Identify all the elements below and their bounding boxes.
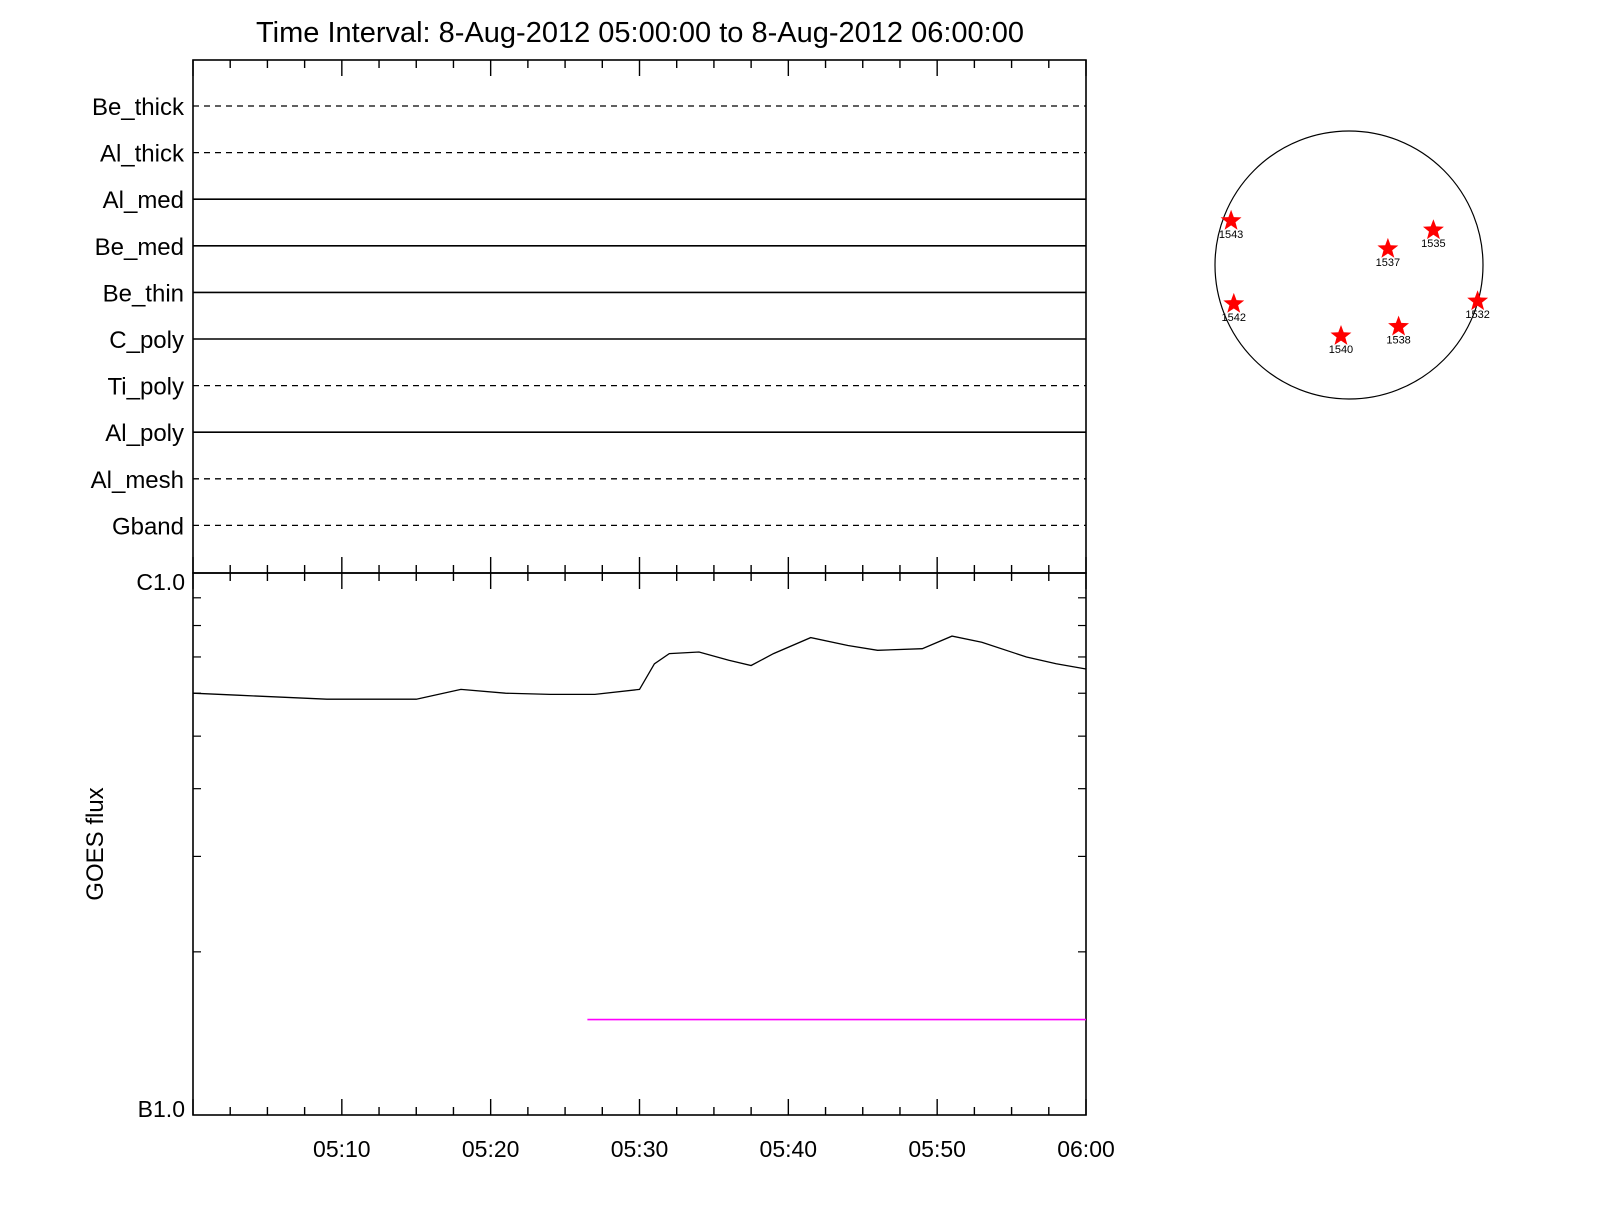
goes-x-tick-label: 05:30 — [611, 1136, 669, 1162]
goes-flux-line — [192, 635, 1087, 700]
active-region-label: 1537 — [1376, 257, 1400, 269]
filter-panel: Be_thick Al_thick Al_med Be_med Be_thin C_pol… — [91, 59, 1087, 574]
goes-panel-frame — [192, 572, 1087, 1116]
active-region-marker — [1388, 315, 1409, 336]
filter-label: Be_thin — [103, 280, 184, 307]
solar-disk-panel: 1543 1535 1537 1542 1532 1538 1540 — [1214, 130, 1490, 400]
filter-label: Be_thick — [92, 94, 185, 121]
filter-label: Al_thick — [100, 141, 185, 168]
filter-label: Gband — [112, 513, 184, 540]
filter-label: Al_med — [103, 187, 184, 214]
goes-y-tick-label: C1.0 — [136, 569, 185, 595]
solar-disk-outline — [1214, 130, 1484, 400]
active-region-label: 1532 — [1465, 309, 1489, 321]
active-region-marker — [1220, 209, 1242, 230]
active-region-marker — [1423, 219, 1444, 240]
chart-title: Time Interval: 8-Aug-2012 05:00:00 to 8-… — [256, 17, 1024, 49]
filter-label: C_poly — [109, 327, 184, 354]
goes-x-tick-label: 05:10 — [313, 1136, 371, 1162]
active-region-marker — [1377, 237, 1399, 258]
goes-y-tick-label: B1.0 — [138, 1096, 185, 1122]
filter-panel-frame — [192, 59, 1087, 574]
goes-x-tick-label: 06:00 — [1057, 1136, 1115, 1162]
filter-label: Al_poly — [105, 420, 184, 447]
active-region-label: 1543 — [1219, 229, 1243, 241]
filter-label: Al_mesh — [91, 467, 184, 494]
filter-label: Be_med — [95, 234, 184, 261]
goes-y-axis-label: GOES flux — [82, 787, 109, 900]
active-region-label: 1538 — [1386, 335, 1410, 347]
goes-x-tick-label: 05:40 — [760, 1136, 818, 1162]
goes-panel: 05:10 05:20 05:30 05:40 05:50 06:00 C1.0 B1.0 GO… — [82, 569, 1115, 1162]
active-region-marker — [1467, 290, 1489, 311]
active-region-label: 1542 — [1222, 312, 1246, 324]
active-region-marker — [1330, 325, 1352, 345]
active-region-marker — [1223, 292, 1245, 313]
goes-x-tick-label: 05:20 — [462, 1136, 520, 1162]
goes-x-tick-label: 05:50 — [908, 1136, 966, 1162]
active-region-label: 1540 — [1329, 344, 1353, 356]
filter-label: Ti_poly — [108, 374, 184, 401]
active-region-label: 1535 — [1421, 238, 1445, 250]
